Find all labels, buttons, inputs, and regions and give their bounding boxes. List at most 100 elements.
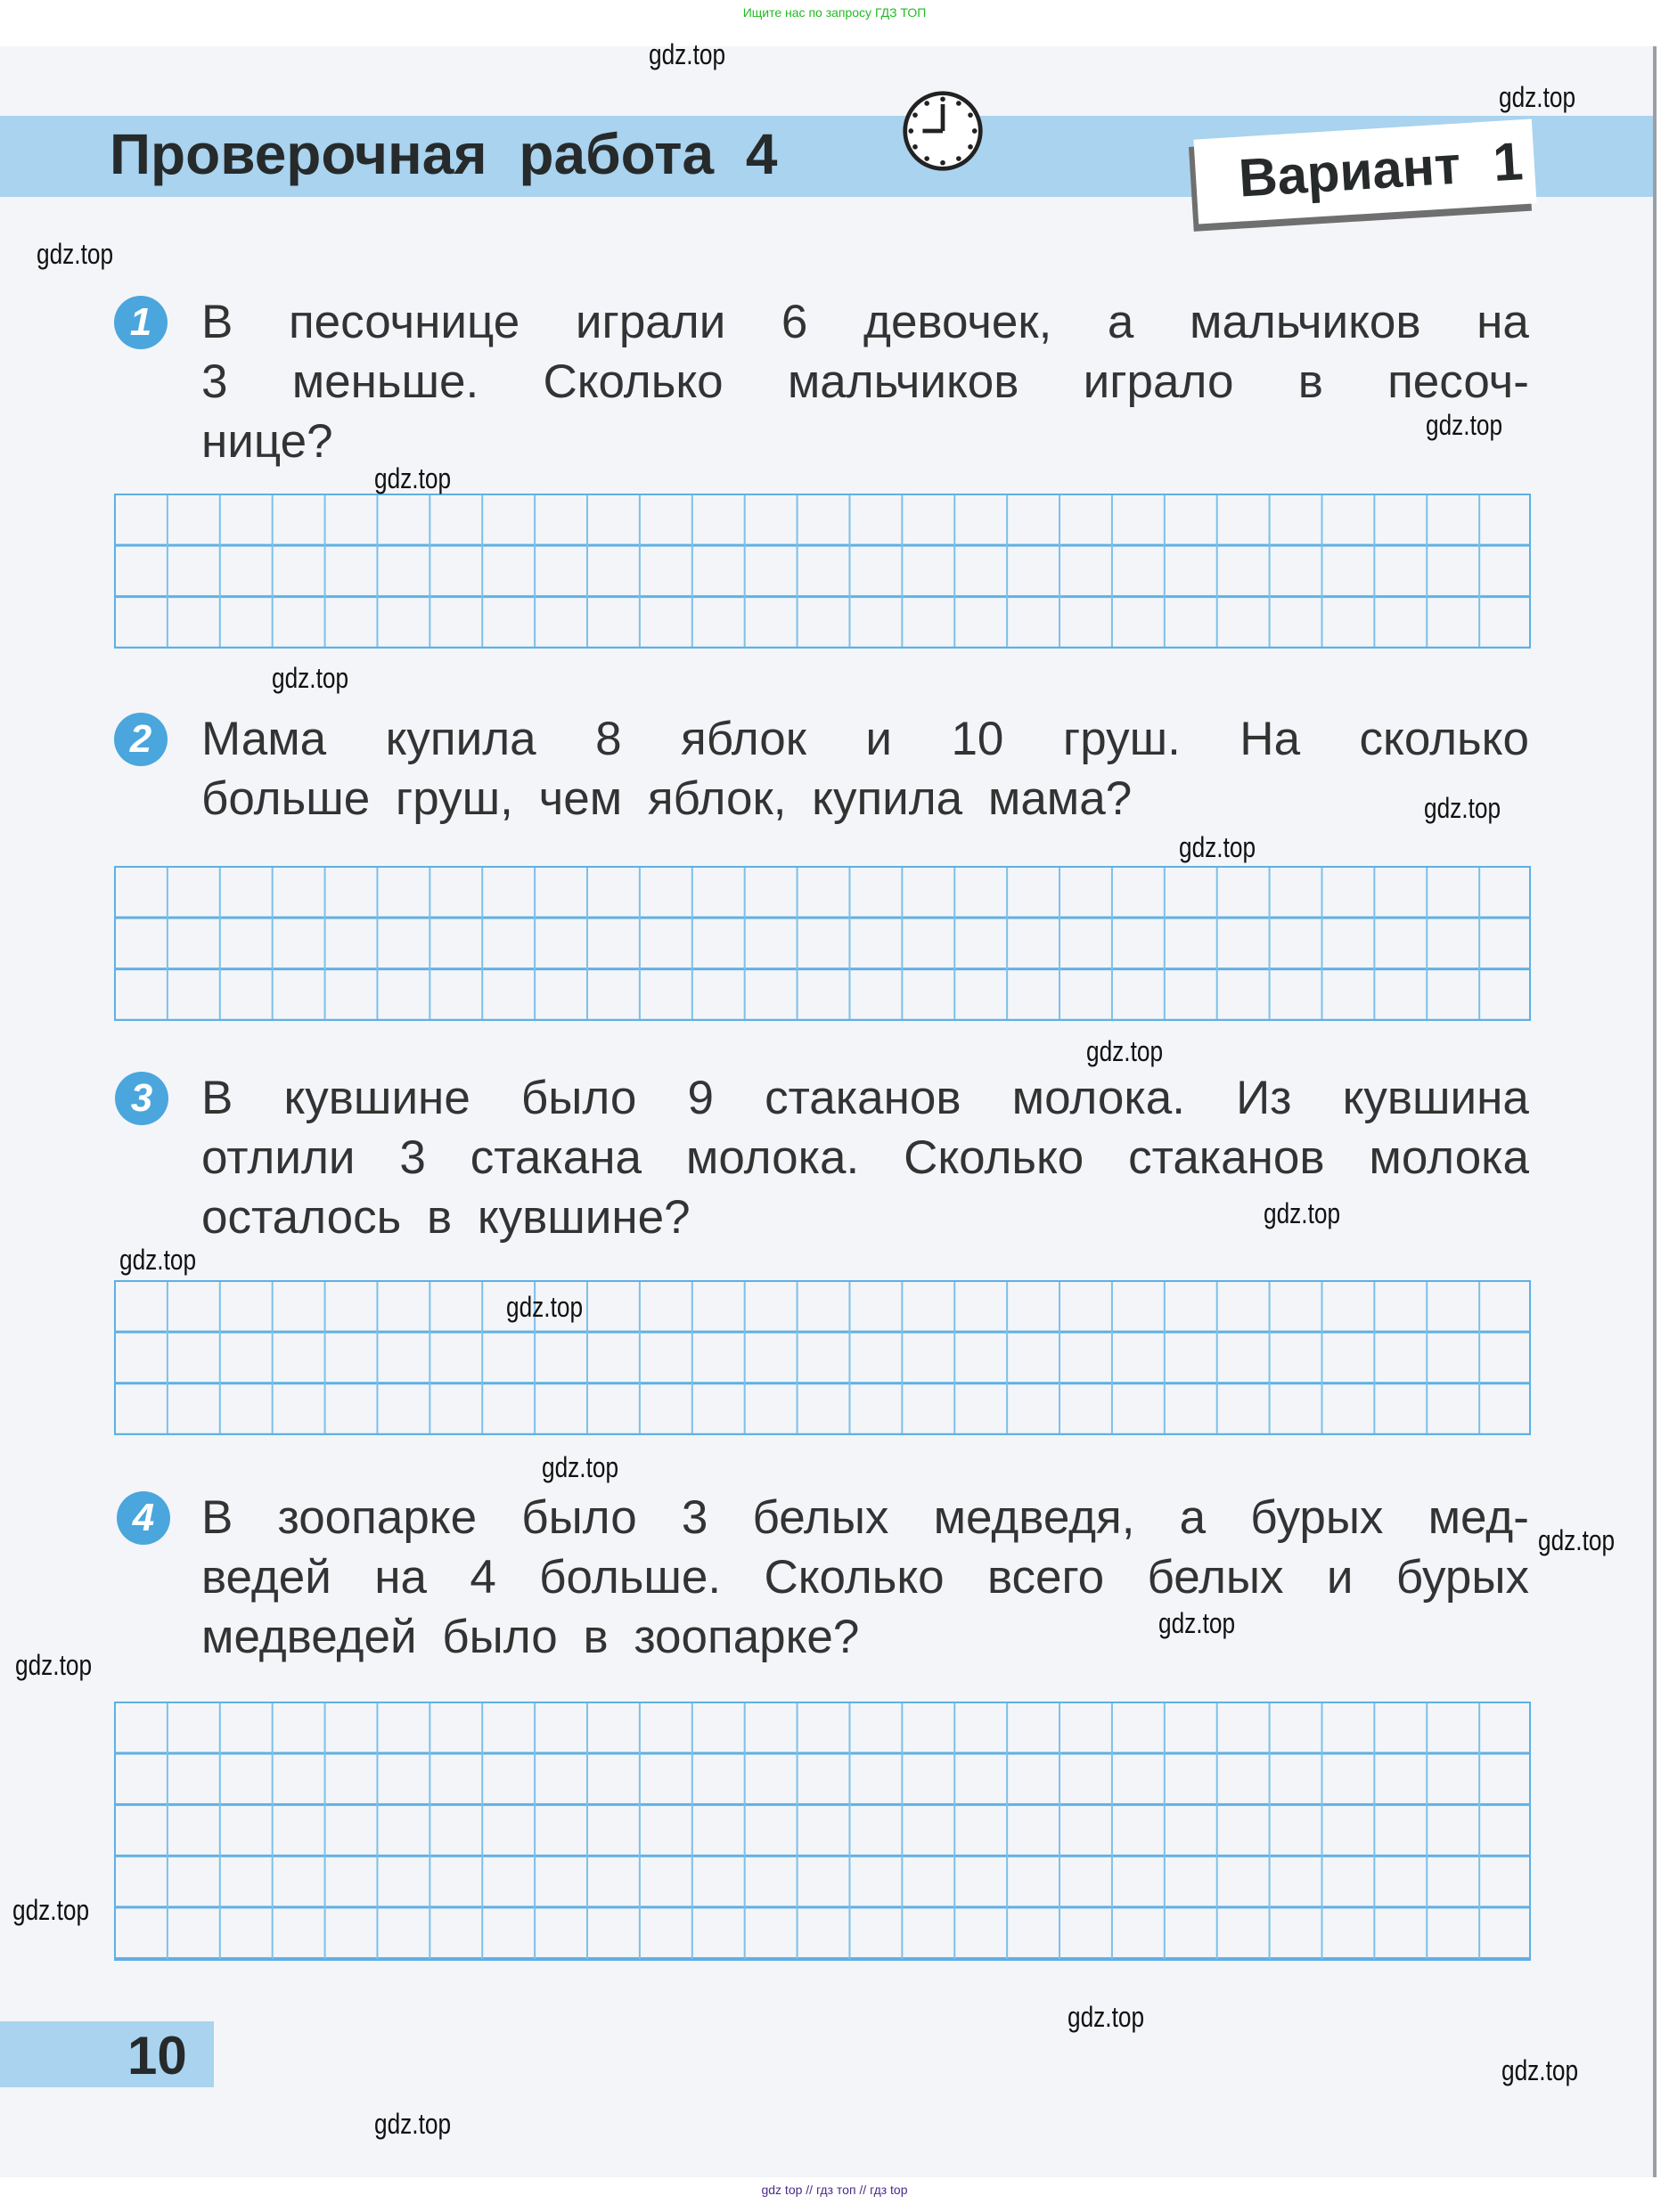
word: Мама [201, 713, 327, 765]
word: стаканов [1128, 1131, 1325, 1184]
watermark: gdz.top [1538, 1524, 1616, 1556]
word: сколько [1359, 713, 1529, 765]
word: и [865, 713, 892, 765]
watermark: gdz.top [374, 462, 452, 494]
word: Сколько [543, 355, 724, 408]
word: стакана [470, 1131, 642, 1184]
watermark: gdz.top [1158, 1607, 1236, 1639]
word: было [521, 1491, 637, 1544]
watermark: gdz.top [119, 1244, 197, 1276]
word: бурых [1250, 1491, 1384, 1544]
word: белых [1147, 1551, 1284, 1604]
word: 3 [681, 1491, 708, 1544]
word: меньше. [291, 355, 479, 408]
word: а [1107, 296, 1134, 348]
watermark: gdz.top [1499, 81, 1576, 113]
watermark: gdz.top [12, 1894, 90, 1926]
watermark: gdz.top [649, 38, 726, 70]
word: 9 [687, 1072, 714, 1124]
answer-grid-3[interactable] [114, 1280, 1531, 1435]
word: мед- [1428, 1491, 1529, 1544]
watermark: gdz.top [1086, 1035, 1164, 1067]
watermark: gdz.top [374, 2108, 452, 2140]
word: песочнице [288, 296, 520, 348]
watermark: gdz.top [1424, 792, 1501, 824]
text-line: Мама купила 8 яблок и 10 груш. На сколько [201, 709, 1529, 769]
question-2-text: Мама купила 8 яблок и 10 груш. На сколько больше… [201, 709, 1529, 828]
word: яблок [681, 713, 806, 765]
word: На [1239, 713, 1301, 765]
clock-icon [903, 91, 983, 171]
word: В [201, 1072, 233, 1124]
page-number: 10 [127, 2026, 187, 2085]
word: мальчиков [787, 355, 1019, 408]
watermark: gdz.top [1501, 2054, 1579, 2086]
word: отлили [201, 1131, 356, 1184]
text-line: медведей было в зоопарке? [201, 1611, 860, 1663]
word: 3 [399, 1131, 426, 1184]
word: девочек, [863, 296, 1052, 348]
word: а [1179, 1491, 1207, 1544]
answer-grid-2[interactable] [114, 866, 1531, 1021]
watermark: gdz.top [1426, 409, 1503, 441]
word: молока. [685, 1131, 860, 1184]
word: 4 [470, 1551, 496, 1604]
word: 6 [781, 296, 808, 348]
word: больше. [539, 1551, 722, 1604]
word: груш. [1062, 713, 1181, 765]
variant-text: Вариант 1 [1237, 131, 1525, 208]
word: на [1477, 296, 1529, 348]
bottom-note: gdz top // гдз топ // гдз top [761, 2183, 908, 2197]
word: ведей [201, 1551, 331, 1604]
word: В [201, 296, 233, 348]
word: купила [385, 713, 536, 765]
page-number-tab: 10 [0, 2021, 214, 2087]
word: мальчиков [1190, 296, 1421, 348]
word: Сколько [764, 1551, 945, 1604]
question-number-badge: 1 [114, 296, 168, 349]
word: на [374, 1551, 427, 1604]
word: белых [752, 1491, 889, 1544]
answer-grid-1[interactable] [114, 494, 1531, 649]
word: бурых [1395, 1551, 1529, 1604]
word: кувшина [1342, 1072, 1529, 1124]
word: Сколько [904, 1131, 1084, 1184]
top-note: Ищите нас по запросу ГДЗ ТОП [742, 5, 927, 20]
text-line: ведей на 4 больше. Сколько всего белых и бурых [201, 1547, 1529, 1607]
word: играло [1083, 355, 1234, 408]
text-line: 3 меньше. Сколько мальчиков играло в песоч- [201, 352, 1529, 412]
word: и [1326, 1551, 1354, 1604]
watermark: gdz.top [1068, 2001, 1145, 2033]
answer-grid-4[interactable] [114, 1702, 1531, 1961]
word: В [201, 1491, 233, 1544]
watermark: gdz.top [37, 238, 114, 270]
word: 8 [595, 713, 622, 765]
word: стаканов [765, 1072, 961, 1124]
word: было [520, 1072, 637, 1124]
word: играли [575, 296, 726, 348]
text-line: отлили 3 стакана молока. Сколько стаканов моло… [201, 1128, 1529, 1188]
word: молока [1369, 1131, 1529, 1184]
question-number-badge: 4 [117, 1491, 170, 1545]
word: песоч- [1387, 355, 1529, 408]
watermark: gdz.top [542, 1451, 619, 1483]
question-number-badge: 3 [115, 1072, 168, 1125]
word: всего [986, 1551, 1105, 1604]
page-title: Проверочная работа 4 [110, 122, 778, 186]
word: 3 [201, 355, 228, 408]
text-line: больше груш, чем яблок, купила мама? [201, 772, 1133, 825]
word: молока. [1011, 1072, 1185, 1124]
watermark: gdz.top [506, 1291, 584, 1323]
watermark: gdz.top [272, 662, 349, 694]
word: зоопарке [277, 1491, 478, 1544]
watermark: gdz.top [1264, 1197, 1341, 1229]
word: Из [1236, 1072, 1292, 1124]
word: медведя, [933, 1491, 1135, 1544]
word: кувшине [283, 1072, 470, 1124]
